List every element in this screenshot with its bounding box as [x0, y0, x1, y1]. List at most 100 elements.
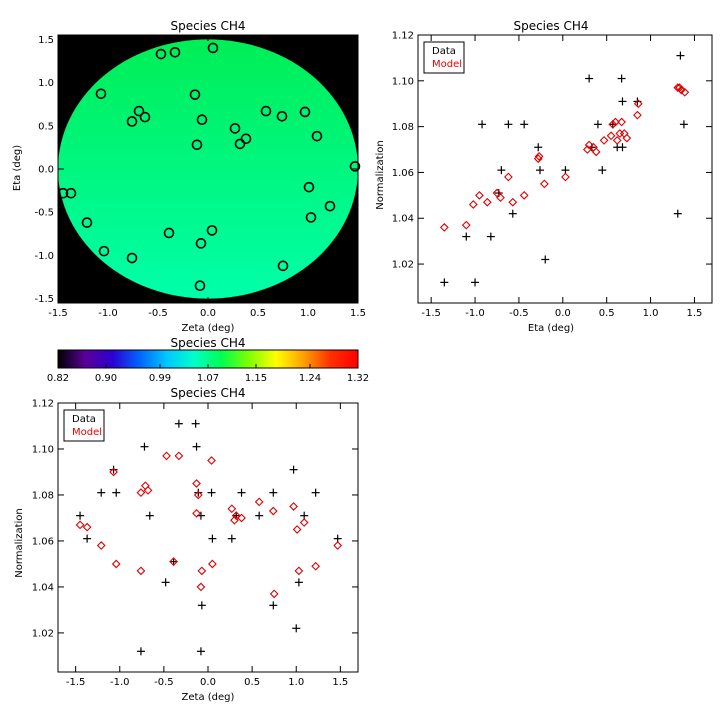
model-diamond-marker — [534, 152, 544, 161]
x-tick-label: -1.0 — [465, 308, 485, 319]
map-point — [229, 123, 241, 134]
model-diamond-marker — [136, 488, 146, 498]
data-plus-marker — [109, 465, 118, 474]
model-diamond-marker — [622, 133, 632, 143]
y-tick-label: 1.12 — [32, 399, 54, 410]
model-diamond-marker — [193, 490, 203, 500]
x-tick-label: -0.5 — [148, 308, 168, 319]
legend-entry: Model — [432, 59, 462, 70]
map-point — [189, 89, 201, 100]
model-diamond-marker — [333, 541, 343, 550]
x-tick-label: 1.0 — [300, 308, 316, 319]
model-diamond-marker — [439, 223, 449, 232]
colorbar-tick-label: 1.32 — [347, 373, 369, 384]
data-plus-marker — [534, 143, 543, 152]
model-diamond-marker — [269, 589, 279, 599]
model-diamond-marker — [599, 135, 609, 145]
data-plus-marker — [311, 488, 320, 497]
model-diamond-marker — [673, 83, 683, 93]
y-tick-label: 0.5 — [38, 121, 54, 132]
model-diamond-marker — [482, 197, 492, 207]
y-tick-label: 0.0 — [38, 165, 54, 176]
data-plus-marker — [194, 488, 203, 497]
model-diamond-marker — [611, 117, 620, 127]
data-plus-marker — [618, 143, 627, 152]
data-plus-marker — [598, 166, 607, 175]
model-diamond-marker — [633, 110, 642, 120]
model-diamond-marker — [311, 561, 321, 571]
colorbar-tick-label: 0.99 — [149, 373, 171, 384]
x-tick-label: -1.5 — [66, 677, 86, 688]
data-plus-marker — [97, 488, 106, 497]
x-tick-label: -1.0 — [110, 677, 130, 688]
data-plus-marker — [679, 120, 688, 129]
data-plus-marker — [292, 624, 301, 633]
data-plus-marker — [136, 647, 145, 656]
field-disk — [58, 39, 358, 299]
map-point — [276, 110, 288, 122]
model-diamond-marker — [492, 188, 502, 198]
map-x-label: Zeta (deg) — [182, 323, 235, 334]
y-tick-label: 1.5 — [38, 35, 54, 46]
x-tick-label: 1.0 — [643, 308, 659, 319]
data-plus-marker — [294, 578, 303, 587]
model-diamond-marker — [268, 506, 278, 516]
model-diamond-marker — [82, 522, 92, 532]
model-diamond-marker — [169, 557, 178, 567]
y-tick-label: 1.12 — [392, 31, 414, 42]
x-tick-label: -0.5 — [154, 677, 174, 688]
data-plus-marker — [440, 278, 449, 287]
model-diamond-marker — [111, 559, 121, 569]
data-plus-marker — [169, 557, 178, 566]
map-point — [81, 217, 93, 228]
map-point — [126, 252, 138, 264]
model-diamond-marker — [461, 220, 471, 230]
data-plus-marker — [618, 97, 627, 106]
y-tick-label: -1.5 — [34, 294, 54, 305]
model-diamond-marker — [680, 87, 690, 97]
legend-box — [423, 41, 465, 74]
data-plus-marker — [593, 120, 602, 129]
data-plus-marker — [208, 534, 217, 543]
y-tick-label: 1.10 — [32, 444, 54, 455]
map-point — [299, 106, 311, 118]
y-tick-label: 1.08 — [32, 490, 54, 501]
panel-normalization-vs-eta: Species CH4 -1.5 -1.0 -0.5 0.0 0.5 1.0 1.5 1.02… — [375, 19, 713, 334]
model-diamond-marker — [207, 456, 216, 465]
model-diamond-marker — [254, 497, 264, 507]
data-plus-marker — [585, 74, 594, 83]
map-point — [303, 181, 315, 193]
model-diamond-marker — [136, 566, 146, 576]
data-plus-marker — [269, 488, 278, 497]
map-point — [98, 245, 110, 257]
data-plus-marker — [145, 511, 154, 520]
legend-entry: Model — [72, 427, 102, 438]
model-diamond-marker — [192, 479, 201, 488]
colorbar-tick-label: 1.15 — [245, 373, 267, 384]
model-diamond-marker — [591, 147, 601, 157]
y-tick-label: 1.02 — [32, 628, 54, 639]
y-tick-label: 1.04 — [32, 582, 54, 593]
plot-frame — [57, 402, 359, 673]
map-point — [65, 187, 77, 199]
map-title: Species CH4 — [170, 19, 245, 33]
model-diamond-marker — [633, 99, 643, 109]
map-point — [196, 114, 208, 126]
y-tick-label: 1.0 — [38, 78, 54, 89]
zeta-plot-title: Species CH4 — [170, 386, 245, 400]
model-diamond-marker — [227, 504, 237, 514]
map-point — [277, 260, 289, 272]
data-plus-marker — [462, 232, 471, 241]
data-plus-marker — [174, 419, 183, 428]
model-diamond-marker — [143, 485, 153, 495]
data-plus-marker — [140, 442, 149, 451]
map-y-label: Eta (deg) — [12, 145, 23, 191]
model-diamond-marker — [676, 85, 686, 95]
y-tick-label: 1.06 — [32, 536, 54, 547]
data-plus-marker — [83, 534, 92, 543]
model-diamond-marker — [109, 467, 118, 477]
panel-normalization-vs-zeta: Species CH4 -1.5 -1.0 -0.5 0.0 0.5 1.0 1.5 1.02… — [14, 386, 359, 703]
model-diamond-marker — [539, 179, 549, 189]
map-point — [163, 227, 175, 239]
